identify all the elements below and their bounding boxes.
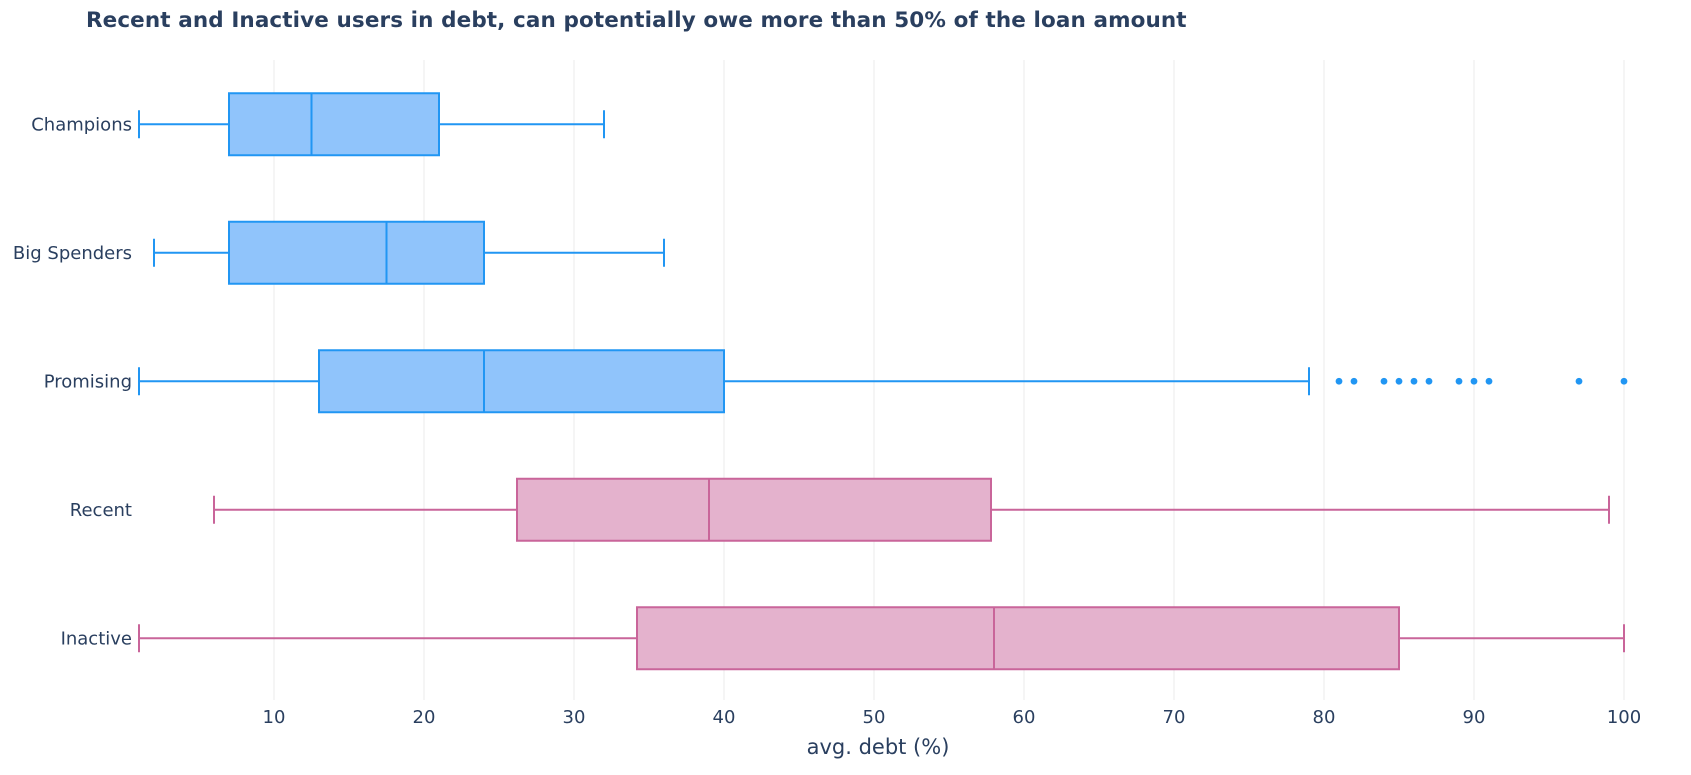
outlier-point bbox=[1395, 377, 1403, 385]
outlier-point bbox=[1620, 377, 1628, 385]
x-tick-label: 90 bbox=[1463, 707, 1486, 728]
y-tick-label: Recent bbox=[70, 500, 132, 521]
y-tick-label: Big Spenders bbox=[13, 243, 132, 264]
outlier-point bbox=[1410, 377, 1418, 385]
iqr-box bbox=[228, 220, 485, 285]
x-tick-label: 30 bbox=[563, 707, 586, 728]
x-tick-label: 40 bbox=[713, 707, 736, 728]
outlier-point bbox=[1425, 377, 1433, 385]
chart-title: Recent and Inactive users in debt, can p… bbox=[86, 8, 1187, 33]
x-tick-label: 50 bbox=[863, 707, 886, 728]
box-champions bbox=[138, 92, 605, 157]
box-big-spenders bbox=[153, 220, 665, 285]
outlier-point bbox=[1455, 377, 1463, 385]
x-tick-label: 60 bbox=[1013, 707, 1036, 728]
y-axis-tick-labels: Champions Big Spenders Promising Recent Inac… bbox=[13, 114, 132, 649]
x-axis-tick-labels: 10 20 30 40 50 60 70 80 90 100 bbox=[263, 707, 1642, 728]
y-tick-label: Promising bbox=[44, 371, 132, 392]
outlier-point bbox=[1575, 377, 1583, 385]
outlier-point bbox=[1350, 377, 1358, 385]
iqr-box bbox=[318, 349, 725, 414]
outlier-point bbox=[1485, 377, 1493, 385]
box-inactive bbox=[138, 606, 1625, 671]
iqr-box bbox=[228, 92, 440, 157]
x-tick-label: 10 bbox=[263, 707, 286, 728]
x-tick-label: 100 bbox=[1607, 707, 1641, 728]
box-series bbox=[138, 92, 1628, 671]
y-tick-label: Champions bbox=[31, 114, 132, 135]
box-promising bbox=[138, 349, 1628, 414]
y-tick-label: Inactive bbox=[61, 628, 132, 649]
x-tick-label: 80 bbox=[1313, 707, 1336, 728]
outlier-point bbox=[1380, 377, 1388, 385]
outlier-point bbox=[1470, 377, 1478, 385]
box-recent bbox=[213, 477, 1610, 542]
outlier-point bbox=[1335, 377, 1343, 385]
iqr-box bbox=[516, 477, 992, 542]
x-tick-label: 70 bbox=[1163, 707, 1186, 728]
x-tick-label: 20 bbox=[413, 707, 436, 728]
x-axis-label: avg. debt (%) bbox=[807, 735, 950, 759]
iqr-box bbox=[636, 606, 1400, 671]
